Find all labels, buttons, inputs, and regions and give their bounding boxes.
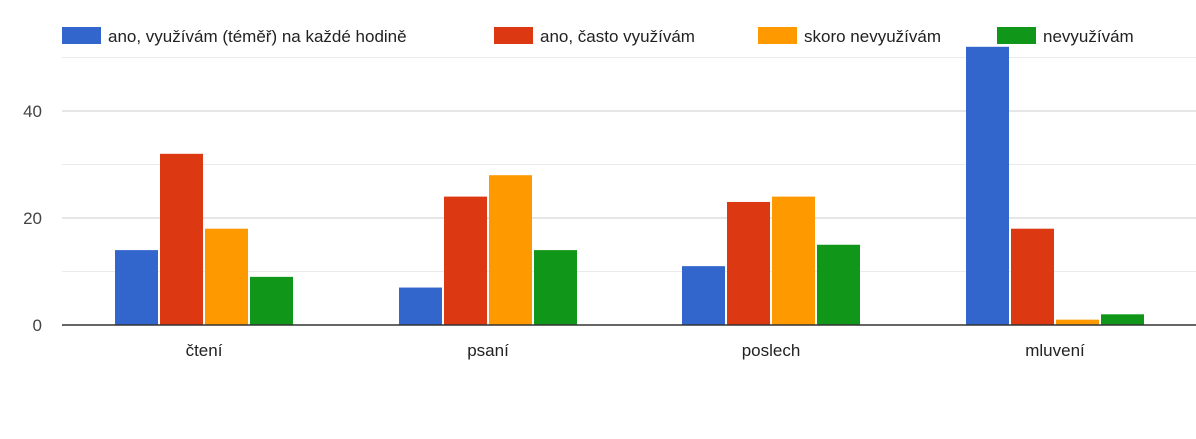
bar bbox=[489, 175, 532, 325]
legend-label: skoro nevyužívám bbox=[804, 27, 941, 46]
legend-swatch bbox=[62, 27, 101, 44]
y-tick-label: 20 bbox=[23, 209, 42, 228]
legend-swatch bbox=[997, 27, 1036, 44]
legend-label: ano, využívám (téměř) na každé hodině bbox=[108, 27, 407, 46]
x-category-label: čtení bbox=[186, 341, 223, 360]
bar bbox=[966, 46, 1009, 326]
legend-swatch bbox=[494, 27, 533, 44]
legend-label: nevyužívám bbox=[1043, 27, 1134, 46]
bar bbox=[205, 228, 248, 325]
bar bbox=[682, 266, 725, 325]
x-category-label: mluvení bbox=[1025, 341, 1085, 360]
bar bbox=[115, 250, 158, 325]
y-tick-label: 40 bbox=[23, 102, 42, 121]
legend-label: ano, často využívám bbox=[540, 27, 695, 46]
bar bbox=[1101, 314, 1144, 325]
bar bbox=[1056, 319, 1099, 325]
x-category-label: psaní bbox=[467, 341, 509, 360]
legend-swatch bbox=[758, 27, 797, 44]
bar bbox=[727, 201, 770, 325]
bar bbox=[250, 276, 293, 325]
bars bbox=[115, 46, 1144, 326]
bar bbox=[772, 196, 815, 325]
y-axis-ticks: 0 20 40 bbox=[23, 102, 42, 335]
bar bbox=[1011, 228, 1054, 325]
x-category-label: poslech bbox=[742, 341, 801, 360]
bar bbox=[817, 244, 860, 325]
x-axis-categories: čtení psaní poslech mluvení bbox=[186, 341, 1085, 360]
bar bbox=[399, 287, 442, 325]
bar bbox=[160, 153, 203, 325]
y-tick-label: 0 bbox=[33, 316, 42, 335]
bar bbox=[444, 196, 487, 325]
legend: ano, využívám (téměř) na každé hodině ano… bbox=[62, 27, 1134, 46]
bar bbox=[534, 250, 577, 325]
